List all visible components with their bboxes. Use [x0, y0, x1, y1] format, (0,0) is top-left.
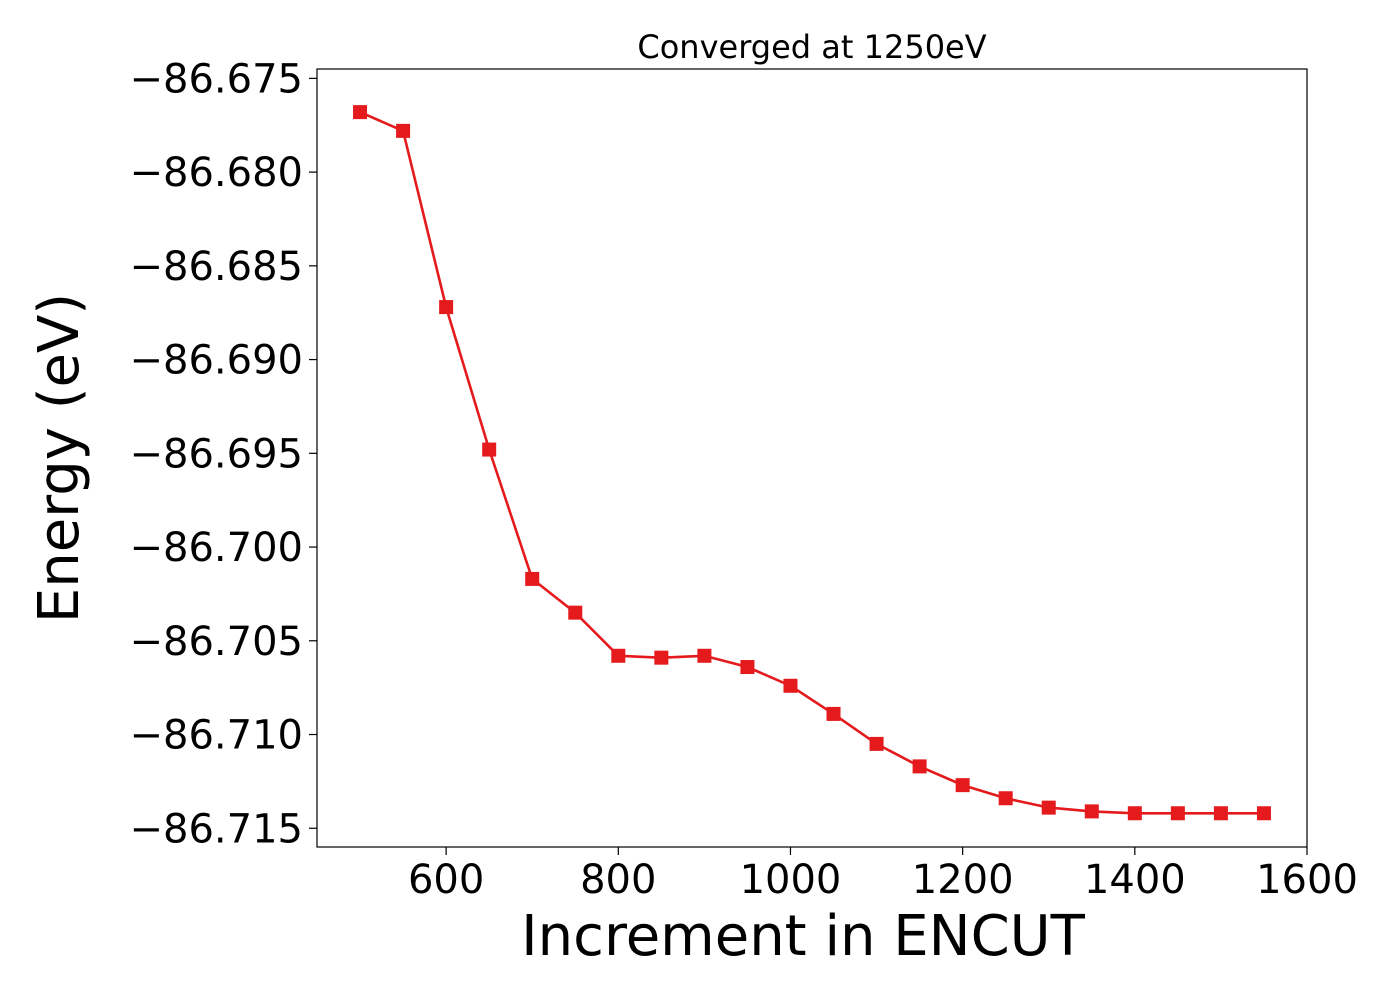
y-tick-label: −86.685 [130, 244, 303, 290]
x-axis-label: Increment in ENCUT [521, 904, 1086, 969]
data-point [998, 791, 1013, 806]
data-point [611, 648, 626, 663]
y-tick-label: −86.675 [130, 56, 303, 102]
y-tick-label: −86.715 [130, 806, 303, 852]
data-point [1041, 800, 1056, 815]
data-point [482, 442, 497, 457]
series-line [359, 110, 1264, 815]
data-point [869, 736, 884, 751]
y-axis-label: Energy (eV) [27, 293, 92, 623]
y-tick-label: −86.680 [130, 150, 303, 196]
data-point [912, 759, 927, 774]
x-tick-label: 600 [408, 857, 484, 903]
data-point [697, 648, 712, 663]
plot-area: 600 800 1000 1200 1400 1600 −86.675 −86.680 −86.… [130, 56, 1358, 903]
data-point [439, 300, 454, 315]
data-point [1084, 804, 1099, 819]
y-tick-label: −86.705 [130, 619, 303, 665]
data-point [1213, 806, 1228, 821]
data-point [1256, 806, 1271, 821]
x-tick-label: 800 [580, 857, 656, 903]
y-tick-label: −86.695 [130, 431, 303, 477]
data-point [783, 678, 798, 693]
data-point [1170, 806, 1185, 821]
data-point [396, 123, 411, 138]
x-tick-label: 1200 [912, 857, 1014, 903]
data-point [525, 571, 540, 586]
data-point [654, 650, 669, 665]
x-tick-label: 1000 [740, 857, 842, 903]
plot-frame [316, 68, 1308, 848]
y-tick-label: −86.710 [130, 713, 303, 759]
x-tick-label: 1600 [1256, 857, 1358, 903]
x-tick-label: 1400 [1084, 857, 1186, 903]
data-point [826, 706, 841, 721]
data-point [955, 778, 970, 793]
data-point [740, 660, 755, 675]
y-tick-label: −86.690 [130, 338, 303, 384]
data-point [568, 605, 583, 620]
chart-title: Converged at 1250eV [637, 28, 986, 66]
data-point [1127, 806, 1142, 821]
y-tick-label: −86.700 [130, 525, 303, 571]
data-point [353, 105, 368, 120]
